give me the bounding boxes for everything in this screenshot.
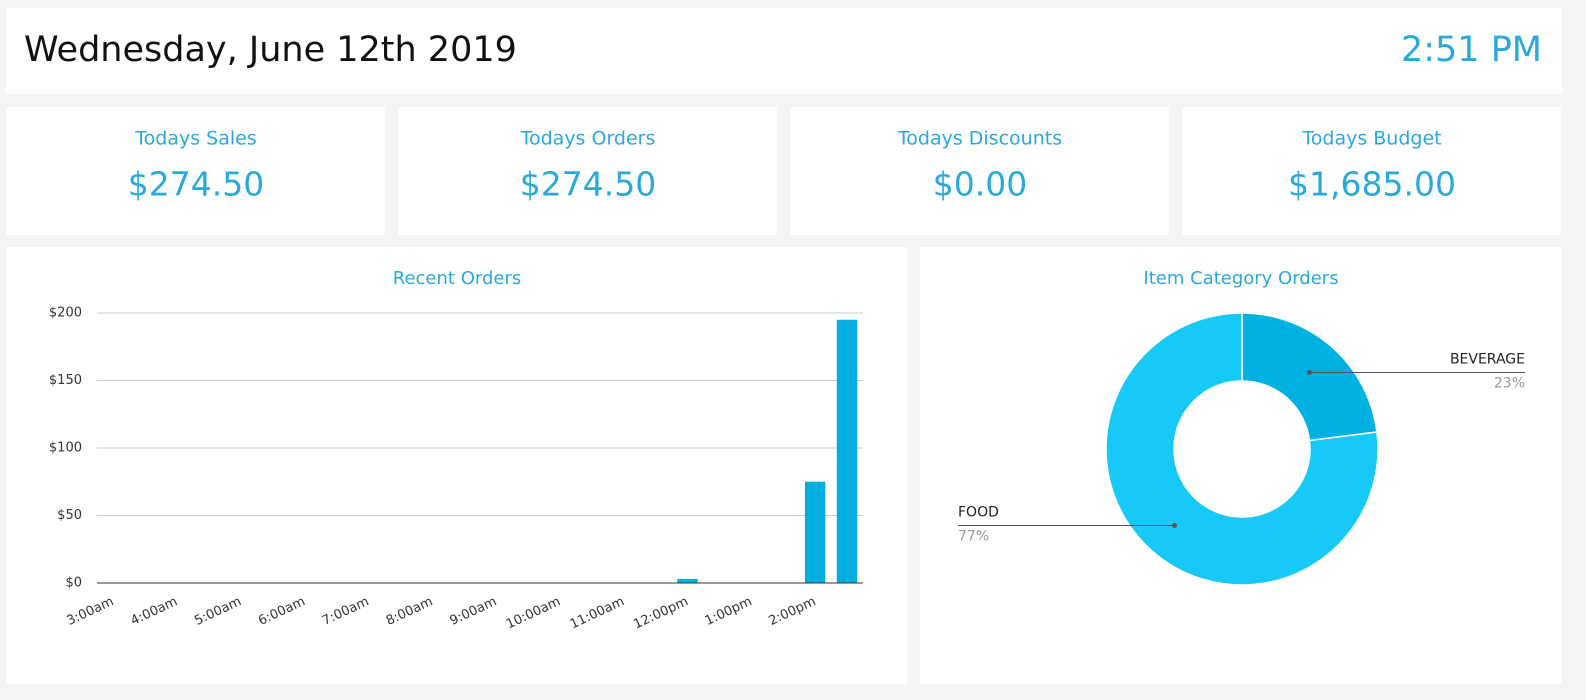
date: Wednesday, June 12th 2019: [24, 30, 517, 70]
slice-label: FOOD: [958, 505, 999, 521]
stat-value: $274.50: [128, 165, 264, 204]
y-tick-label: $0: [65, 576, 82, 591]
stat-label: Todays Discounts: [897, 128, 1062, 150]
stat-label: Todays Budget: [1301, 128, 1441, 150]
bar: [804, 481, 826, 583]
pie-slice: [1105, 312, 1379, 586]
leader-dot: [1172, 523, 1178, 529]
header-panel: [6, 8, 1562, 94]
y-tick-label: $50: [57, 508, 82, 523]
y-tick-label: $200: [49, 306, 82, 321]
stat-value: $1,685.00: [1288, 165, 1456, 204]
time: 2:51 PM: [1401, 30, 1542, 70]
y-tick-label: $150: [49, 373, 82, 388]
pie-slice: [1241, 312, 1378, 442]
slice-value-label: 77%: [958, 529, 989, 545]
chart-title: Recent Orders: [393, 268, 521, 289]
stat-value: $0.00: [933, 165, 1027, 204]
y-tick-label: $100: [49, 441, 82, 456]
stat-card: [6, 107, 385, 235]
chart-title: Item Category Orders: [1143, 268, 1338, 289]
bar: [677, 578, 698, 583]
slice-value-label: 23%: [1494, 375, 1525, 391]
stat-card: [1182, 107, 1561, 235]
slice-label: BEVERAGE: [1450, 351, 1525, 367]
bar-panel: [6, 247, 907, 684]
stat-label: Todays Sales: [134, 128, 256, 150]
stat-card: [790, 107, 1169, 235]
stat-value: $274.50: [520, 165, 656, 204]
stat-label: Todays Orders: [520, 128, 656, 150]
leader-dot: [1306, 369, 1312, 375]
stat-card: [398, 107, 777, 235]
bar: [836, 319, 858, 583]
